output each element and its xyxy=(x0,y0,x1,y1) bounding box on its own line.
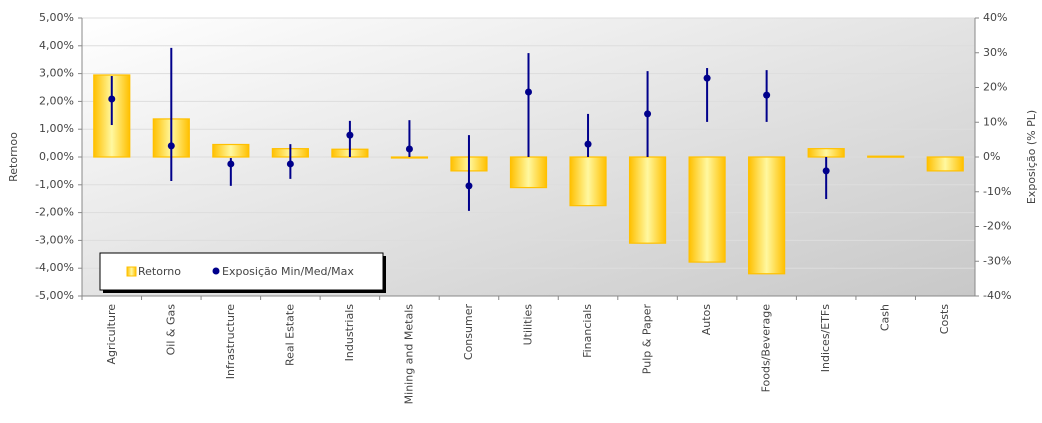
x-tick-label: Industrials xyxy=(343,304,356,362)
y-tick-label: -2,00% xyxy=(35,206,74,219)
y2-tick-label: 0% xyxy=(983,150,1000,163)
bar xyxy=(867,155,905,158)
y2-tick-label: 10% xyxy=(983,115,1007,128)
bar xyxy=(390,156,429,159)
point xyxy=(822,167,830,175)
y2-tick-label: -20% xyxy=(983,220,1011,233)
legend-swatch xyxy=(126,266,137,277)
y2-tick-label: -10% xyxy=(983,185,1011,198)
legend xyxy=(99,252,384,291)
x-tick-label: Real Estate xyxy=(283,304,296,366)
x-tick-label: Indices/ETFs xyxy=(819,304,832,373)
y-tick-label: 0,00% xyxy=(39,150,74,163)
bar xyxy=(926,156,964,172)
y-tick-label: 3,00% xyxy=(39,67,74,80)
point xyxy=(644,110,652,118)
x-tick-label: Oil & Gas xyxy=(164,304,177,356)
point xyxy=(167,142,175,150)
x-tick-label: Infrastructure xyxy=(224,304,237,380)
y-tick-label: 4,00% xyxy=(39,39,74,52)
y2-tick-label: -30% xyxy=(983,254,1011,267)
y2-tick-label: 20% xyxy=(983,81,1007,94)
point xyxy=(108,95,116,103)
legend-label: Exposição Min/Med/Max xyxy=(222,265,354,278)
y-tick-label: -4,00% xyxy=(35,261,74,274)
x-tick-label: Pulp & Paper xyxy=(641,304,654,375)
point xyxy=(286,160,294,168)
y2-axis-label: Exposição (% PL) xyxy=(1025,110,1038,204)
x-tick-label: Consumer xyxy=(462,304,475,361)
x-tick-label: Autos xyxy=(700,304,713,336)
point xyxy=(465,182,473,190)
y-tick-label: -3,00% xyxy=(35,233,74,246)
legend-swatch xyxy=(212,267,220,275)
y2-tick-label: 40% xyxy=(983,11,1007,24)
x-tick-label: Costs xyxy=(938,304,951,334)
point xyxy=(584,140,592,148)
bar xyxy=(569,156,607,207)
y-tick-label: 1,00% xyxy=(39,122,74,135)
y-tick-label: 5,00% xyxy=(39,11,74,24)
bar xyxy=(509,156,548,189)
bar xyxy=(688,156,726,263)
x-tick-label: Mining and Metals xyxy=(402,304,415,405)
bar xyxy=(628,156,667,244)
y2-tick-label: 30% xyxy=(983,46,1007,59)
y-tick-label: 2,00% xyxy=(39,94,74,107)
x-tick-label: Foods/Beverage xyxy=(760,304,773,393)
point xyxy=(525,88,532,96)
point xyxy=(346,131,354,139)
point xyxy=(227,160,235,168)
point xyxy=(405,145,413,153)
x-tick-label: Agriculture xyxy=(105,304,118,365)
y-tick-label: -1,00% xyxy=(35,178,74,191)
legend-label: Retorno xyxy=(138,265,181,278)
x-tick-label: Cash xyxy=(879,304,892,331)
y2-tick-label: -40% xyxy=(983,289,1011,302)
y-axis-label: Retornoo xyxy=(7,132,20,182)
point xyxy=(703,74,711,82)
point xyxy=(763,91,771,99)
x-tick-label: Financials xyxy=(581,304,594,358)
bar xyxy=(807,148,845,158)
x-tick-label: Utilities xyxy=(522,304,535,346)
y-tick-label: -5,00% xyxy=(35,289,74,302)
bar xyxy=(748,156,786,275)
bar xyxy=(212,143,250,158)
